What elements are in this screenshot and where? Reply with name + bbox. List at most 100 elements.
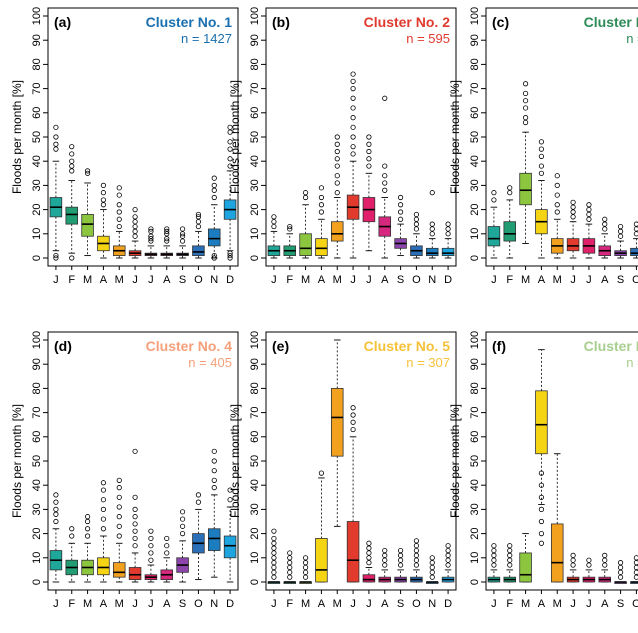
outlier-point [350,95,356,101]
panel-d: 0 10 20 30 40 50 60 70 80 90 100 Floods per month [… [10,331,239,610]
y-tick-label: 100 [31,7,43,25]
y-tick-label: 60 [31,431,43,443]
outlier-point [211,194,217,201]
outlier-point [413,562,420,568]
outlier-point [132,521,138,527]
box-J [267,214,281,259]
y-tick-label: 0 [469,579,481,585]
y-tick-label: 90 [249,358,261,370]
outlier-point [211,485,217,491]
outlier-point [132,233,138,239]
box-J [128,448,142,583]
outlier-point [84,518,91,525]
outlier-point [382,547,388,554]
outlier-point [538,494,545,500]
x-tick-label: A [100,274,108,286]
outlier-point [617,574,624,580]
outlier-point [287,574,293,580]
x-tick-label: A [100,598,108,610]
outlier-point [491,543,497,549]
outlier-point [586,202,592,208]
x-tick-label: S [179,598,186,610]
outlier-point [538,146,545,152]
outlier-point [366,156,372,162]
outlier-point [271,564,277,571]
outlier-point [602,216,608,222]
outlier-point [100,526,107,532]
outlier-point [429,569,435,575]
outlier-point [100,182,107,188]
x-tick-label: N [428,598,436,610]
outlier-point [100,480,107,486]
outlier-point [586,562,592,568]
outlier-point [538,540,545,546]
y-tick-label: 10 [249,552,261,564]
outlier-point [617,228,624,234]
outlier-point [633,221,638,227]
outlier-point [53,134,59,140]
outlier-point [633,574,638,580]
outlier-point [413,547,420,554]
outlier-point [164,231,170,237]
outlier-point [271,569,277,575]
outlier-point [413,552,420,558]
x-tick-label: J [491,274,497,286]
x-tick-label: A [538,274,546,286]
x-tick-label: A [601,598,609,610]
outlier-point [179,226,186,232]
outlier-point [227,250,233,256]
x-tick-label: A [538,598,546,610]
outlier-point [53,506,59,512]
outlier-point [132,514,138,520]
n-label: n = 405 [188,355,232,370]
outlier-point [617,223,624,230]
outlier-point [491,557,497,563]
box-M [299,190,312,259]
outlier-point [211,468,217,474]
box-J [49,124,63,261]
outlier-point [397,557,404,563]
box-F [65,144,79,261]
outlier-point [318,209,325,215]
box-O [630,555,638,584]
outlier-point [445,221,451,227]
box-O [192,211,205,259]
box-S [176,509,189,583]
outlier-point [179,231,186,237]
box-M [299,555,312,584]
outlier-point [271,574,277,580]
outlier-point [350,78,356,84]
box-iqr [566,238,580,252]
y-tick-label: 30 [31,503,43,515]
outlier-point [334,163,340,169]
outlier-point [116,216,122,222]
box-iqr [112,562,126,578]
outlier-point [633,560,638,566]
outlier-point [302,564,309,571]
box-D [441,543,455,583]
outlier-point [227,255,233,261]
outlier-point [445,562,451,568]
outlier-point [382,557,388,563]
x-tick-label: M [83,598,92,610]
outlier-point [350,71,356,77]
outlier-point [84,533,91,539]
outlier-point [350,134,356,140]
box-iqr [192,245,205,256]
x-tick-label: F [506,274,513,286]
box-D [223,487,237,583]
outlier-point [164,238,170,244]
y-tick-label: 60 [31,107,43,119]
x-tick-label: S [397,274,404,286]
outlier-point [538,530,545,537]
box-iqr [128,567,142,580]
y-tick-label: 40 [249,479,261,491]
outlier-point [116,223,122,230]
outlier-point [211,175,217,181]
y-tick-label: 10 [31,228,43,240]
outlier-point [164,228,170,234]
y-tick-label: 10 [249,228,261,240]
x-tick-label: J [586,598,592,610]
outlier-point [69,158,75,164]
outlier-point [287,223,293,230]
